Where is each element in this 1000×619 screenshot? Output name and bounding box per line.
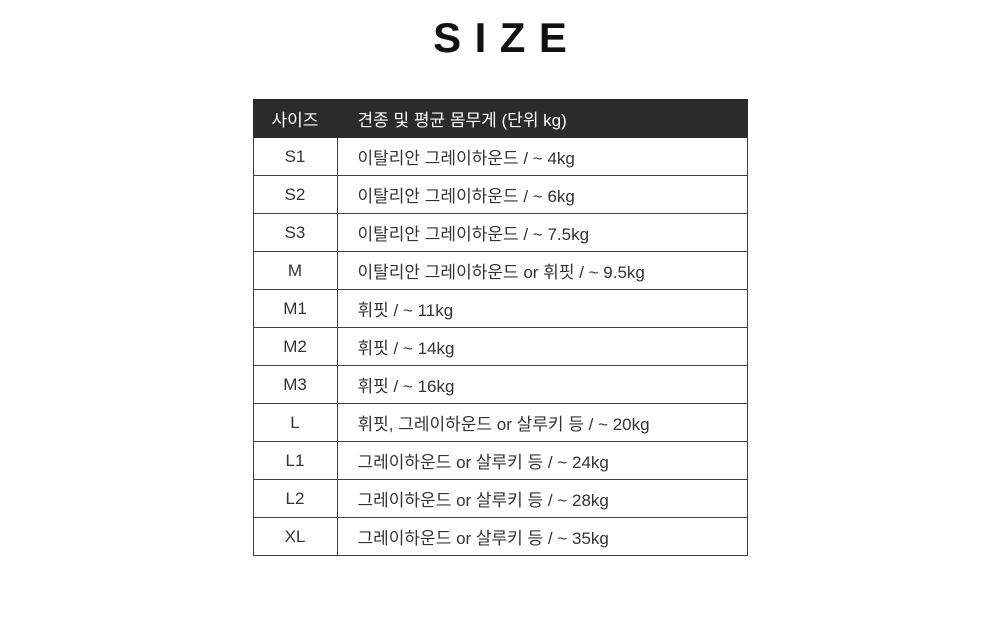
table-row: M2 휘핏 / ~ 14kg <box>252 327 748 366</box>
size-cell: S1 <box>252 137 338 176</box>
size-cell: L <box>252 403 338 442</box>
table-row: S1 이탈리안 그레이하운드 / ~ 4kg <box>252 137 748 176</box>
table-row: M1 휘핏 / ~ 11kg <box>252 289 748 328</box>
size-cell: M1 <box>252 289 338 328</box>
table-row: L1 그레이하운드 or 살루키 등 / ~ 24kg <box>252 441 748 480</box>
page-title: SIZE <box>433 14 581 61</box>
breed-weight-cell: 휘핏, 그레이하운드 or 살루키 등 / ~ 20kg <box>336 403 748 442</box>
size-cell: M3 <box>252 365 338 404</box>
table-row: S2 이탈리안 그레이하운드 / ~ 6kg <box>252 175 748 214</box>
breed-weight-cell: 휘핏 / ~ 16kg <box>336 365 748 404</box>
breed-weight-cell: 이탈리안 그레이하운드 or 휘핏 / ~ 9.5kg <box>336 251 748 290</box>
table-row: L2 그레이하운드 or 살루키 등 / ~ 28kg <box>252 479 748 518</box>
size-table: 사이즈 견종 및 평균 몸무게 (단위 kg) S1 이탈리안 그레이하운드 / … <box>252 99 748 556</box>
size-cell: S3 <box>252 213 338 252</box>
size-cell: M2 <box>252 327 338 366</box>
header-size: 사이즈 <box>252 99 338 138</box>
size-cell: L2 <box>252 479 338 518</box>
table-row: XL 그레이하운드 or 살루키 등 / ~ 35kg <box>252 517 748 556</box>
table-row: M3 휘핏 / ~ 16kg <box>252 365 748 404</box>
table-row: S3 이탈리안 그레이하운드 / ~ 7.5kg <box>252 213 748 252</box>
breed-weight-cell: 그레이하운드 or 살루키 등 / ~ 24kg <box>336 441 748 480</box>
size-cell: S2 <box>252 175 338 214</box>
size-cell: L1 <box>252 441 338 480</box>
breed-weight-cell: 휘핏 / ~ 14kg <box>336 327 748 366</box>
size-cell: M <box>252 251 338 290</box>
size-cell: XL <box>252 517 338 556</box>
breed-weight-cell: 이탈리안 그레이하운드 / ~ 7.5kg <box>336 213 748 252</box>
size-table-body: S1 이탈리안 그레이하운드 / ~ 4kg S2 이탈리안 그레이하운드 / ~ 6… <box>252 137 748 556</box>
table-row: L 휘핏, 그레이하운드 or 살루키 등 / ~ 20kg <box>252 403 748 442</box>
table-row: M 이탈리안 그레이하운드 or 휘핏 / ~ 9.5kg <box>252 251 748 290</box>
breed-weight-cell: 그레이하운드 or 살루키 등 / ~ 35kg <box>336 517 748 556</box>
breed-weight-cell: 이탈리안 그레이하운드 / ~ 6kg <box>336 175 748 214</box>
header-row: 사이즈 견종 및 평균 몸무게 (단위 kg) <box>252 99 748 138</box>
breed-weight-cell: 이탈리안 그레이하운드 / ~ 4kg <box>336 137 748 176</box>
header-breed-weight: 견종 및 평균 몸무게 (단위 kg) <box>336 99 748 138</box>
breed-weight-cell: 휘핏 / ~ 11kg <box>336 289 748 328</box>
breed-weight-cell: 그레이하운드 or 살루키 등 / ~ 28kg <box>336 479 748 518</box>
size-table-header: 사이즈 견종 및 평균 몸무게 (단위 kg) <box>252 99 748 138</box>
